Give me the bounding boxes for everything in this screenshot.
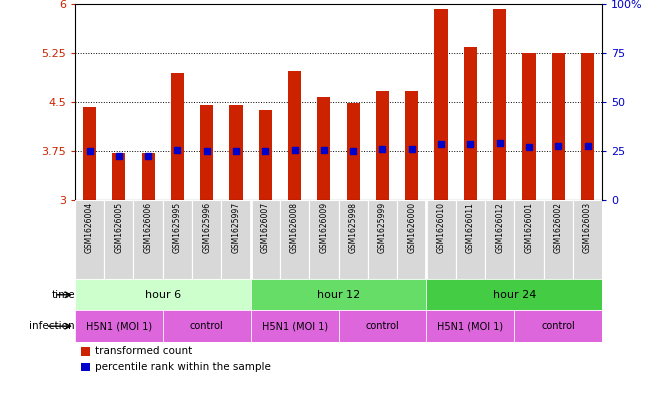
Bar	[171, 73, 184, 200]
Bar	[368, 200, 397, 279]
Bar	[581, 53, 594, 200]
Text: GSM1626011: GSM1626011	[466, 202, 475, 253]
Text: hour 6: hour 6	[145, 290, 181, 300]
Bar	[104, 200, 133, 279]
Bar	[200, 105, 214, 200]
Bar	[75, 279, 251, 310]
Bar	[493, 9, 506, 200]
Bar	[397, 200, 426, 279]
Bar	[551, 53, 565, 200]
Text: H5N1 (MOI 1): H5N1 (MOI 1)	[437, 321, 503, 331]
Bar	[83, 107, 96, 200]
Text: GSM1626012: GSM1626012	[495, 202, 504, 253]
Text: GSM1625995: GSM1625995	[173, 202, 182, 253]
Bar	[464, 46, 477, 200]
Bar	[426, 310, 514, 342]
Bar	[573, 200, 602, 279]
Bar	[133, 200, 163, 279]
Bar	[405, 91, 419, 200]
Bar	[339, 310, 426, 342]
Text: control: control	[190, 321, 223, 331]
Text: percentile rank within the sample: percentile rank within the sample	[95, 362, 271, 372]
Bar	[258, 110, 272, 200]
Text: control: control	[366, 321, 399, 331]
Bar	[163, 200, 192, 279]
Bar	[251, 310, 339, 342]
Bar	[514, 200, 544, 279]
Text: GSM1626002: GSM1626002	[554, 202, 562, 253]
Text: GSM1625999: GSM1625999	[378, 202, 387, 253]
Bar	[376, 91, 389, 200]
Text: GSM1626005: GSM1626005	[115, 202, 123, 253]
Bar	[346, 103, 360, 200]
Text: GSM1626010: GSM1626010	[437, 202, 445, 253]
Text: GSM1626009: GSM1626009	[320, 202, 328, 253]
Bar	[251, 279, 426, 310]
Text: GSM1625996: GSM1625996	[202, 202, 211, 253]
Text: transformed count: transformed count	[95, 346, 192, 356]
Bar	[280, 200, 309, 279]
Bar	[514, 310, 602, 342]
Bar	[339, 200, 368, 279]
Bar	[251, 200, 280, 279]
Bar	[163, 310, 251, 342]
Bar	[426, 200, 456, 279]
Bar	[75, 200, 104, 279]
Text: GSM1625998: GSM1625998	[349, 202, 357, 253]
Bar	[141, 153, 155, 200]
Bar	[434, 9, 448, 200]
Text: GSM1626008: GSM1626008	[290, 202, 299, 253]
Bar	[426, 279, 602, 310]
Text: GSM1626003: GSM1626003	[583, 202, 592, 253]
Bar	[112, 152, 126, 200]
Text: GSM1626004: GSM1626004	[85, 202, 94, 253]
Text: GSM1626007: GSM1626007	[261, 202, 270, 253]
Bar	[192, 200, 221, 279]
Text: hour 12: hour 12	[317, 290, 360, 300]
Bar	[229, 105, 243, 200]
Text: infection: infection	[29, 321, 75, 331]
Bar	[522, 53, 536, 200]
Bar	[309, 200, 339, 279]
Text: GSM1626000: GSM1626000	[408, 202, 416, 253]
Text: time: time	[51, 290, 75, 300]
Text: hour 24: hour 24	[493, 290, 536, 300]
Text: control: control	[542, 321, 575, 331]
Bar	[288, 71, 301, 200]
Text: GSM1625997: GSM1625997	[232, 202, 240, 253]
Bar	[544, 200, 573, 279]
Bar	[317, 97, 331, 200]
Bar	[221, 200, 251, 279]
Text: H5N1 (MOI 1): H5N1 (MOI 1)	[86, 321, 152, 331]
Bar	[456, 200, 485, 279]
Bar	[75, 310, 163, 342]
Text: H5N1 (MOI 1): H5N1 (MOI 1)	[262, 321, 327, 331]
Text: GSM1626001: GSM1626001	[525, 202, 533, 253]
Bar	[485, 200, 514, 279]
Text: GSM1626006: GSM1626006	[144, 202, 152, 253]
